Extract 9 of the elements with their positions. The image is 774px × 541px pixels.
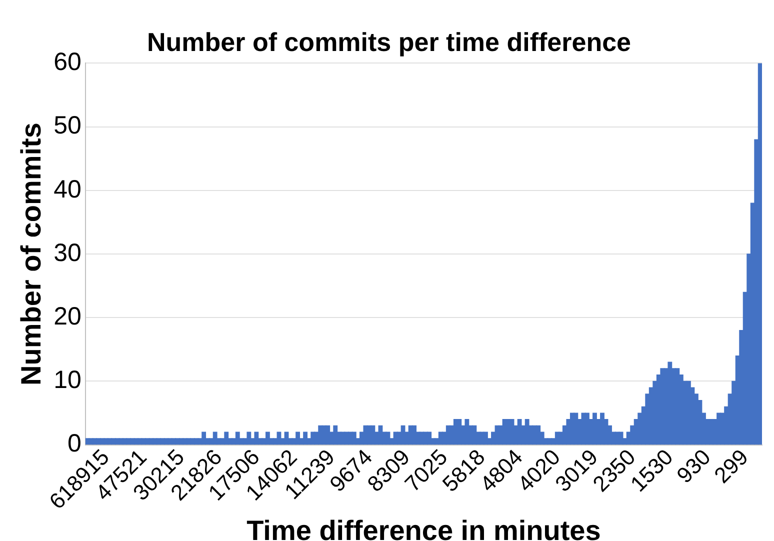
- chart-title: Number of commits per time difference: [147, 26, 631, 57]
- y-tick-label: 50: [54, 112, 82, 140]
- y-tick-label: 30: [54, 238, 82, 267]
- x-axis-title: Time difference in minutes: [246, 514, 601, 541]
- y-tick-label: 60: [54, 48, 82, 76]
- y-tick-label: 10: [54, 366, 82, 394]
- y-tick-label: 40: [54, 175, 82, 204]
- y-axis-title: Number of commits: [16, 122, 47, 386]
- y-tick-label: 20: [54, 302, 82, 331]
